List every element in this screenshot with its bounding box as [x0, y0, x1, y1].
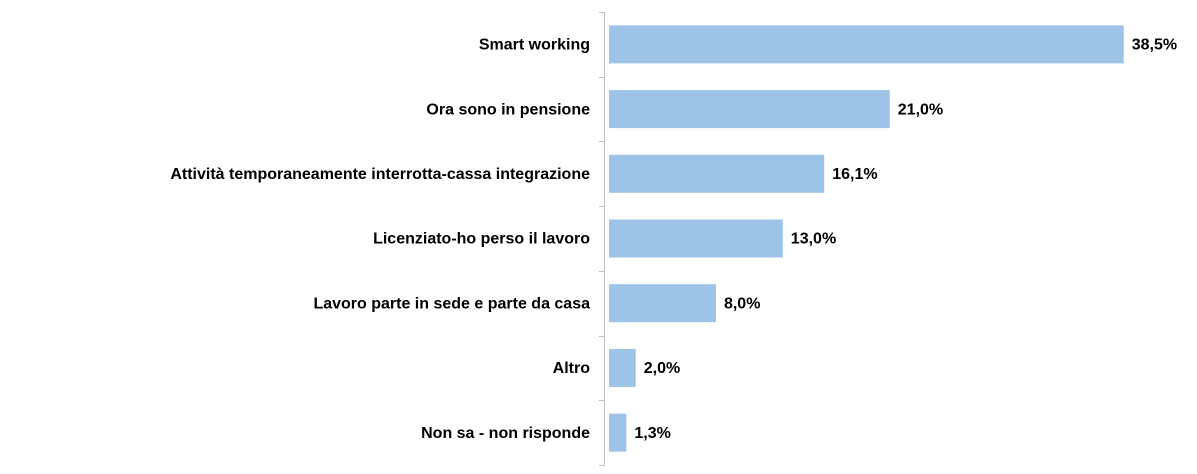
value-label: 21,0%	[898, 101, 943, 118]
category-label: Ora sono in pensione	[426, 101, 590, 118]
bar	[609, 154, 825, 193]
value-label: 8,0%	[724, 295, 760, 312]
value-label: 13,0%	[791, 231, 836, 248]
bar	[609, 413, 627, 452]
value-label: 38,5%	[1132, 37, 1177, 54]
category-label: Attività temporaneamente interrotta-cass…	[170, 166, 590, 183]
bar	[609, 25, 1124, 64]
category-label: Licenziato-ho perso il lavoro	[373, 231, 590, 248]
bar	[609, 348, 636, 387]
value-label: 16,1%	[832, 166, 877, 183]
bar	[609, 219, 783, 258]
value-label: 2,0%	[644, 360, 680, 377]
category-label: Altro	[553, 360, 591, 377]
value-label: 1,3%	[634, 425, 670, 442]
bar	[609, 90, 890, 129]
category-label: Lavoro parte in sede e parte da casa	[313, 295, 590, 312]
category-label: Smart working	[479, 37, 590, 54]
bar	[609, 284, 716, 323]
category-label: Non sa - non risponde	[421, 425, 590, 442]
